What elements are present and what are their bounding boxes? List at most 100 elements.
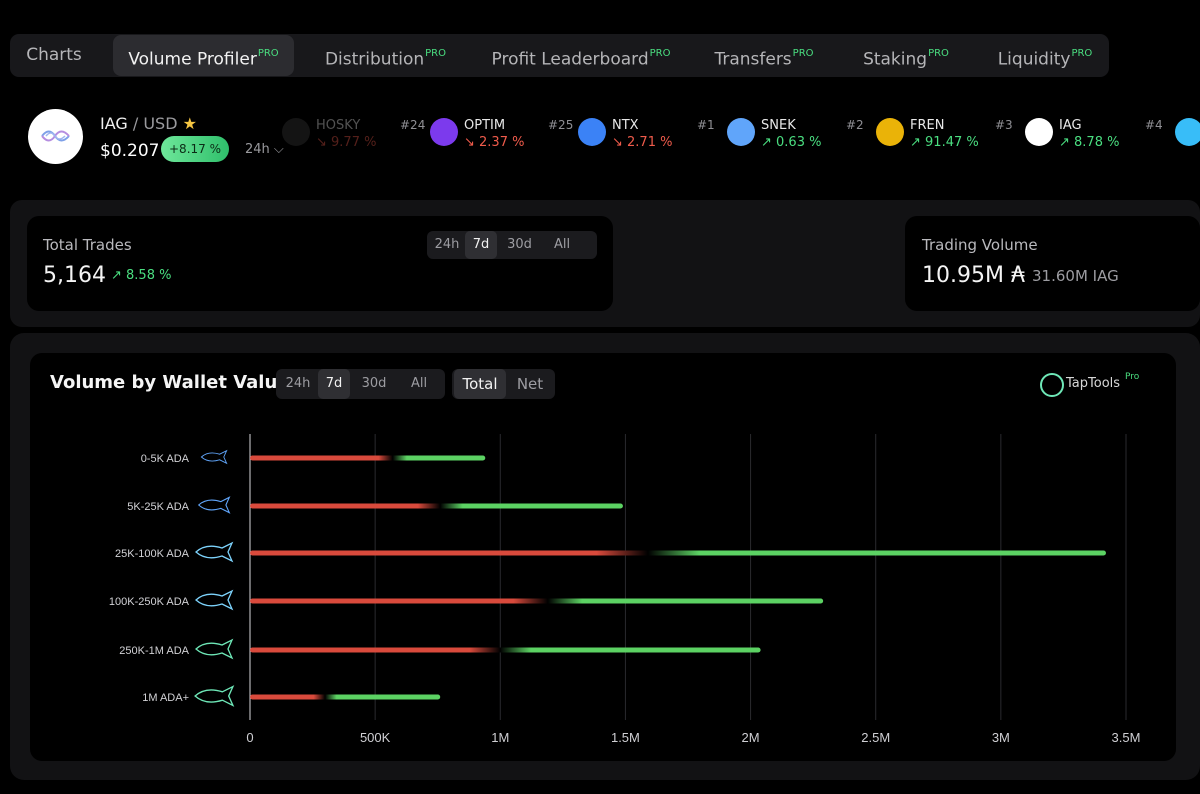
- ticker-rank: #25: [548, 118, 574, 132]
- tab-staking[interactable]: StakingPRO: [857, 34, 955, 77]
- chart-card: [30, 353, 1176, 761]
- range-option-30d[interactable]: 30d: [507, 237, 532, 252]
- tab-profit-leaderboard[interactable]: Profit LeaderboardPRO: [485, 34, 677, 77]
- token-icon: [727, 118, 755, 146]
- tab-transfers[interactable]: TransfersPRO: [709, 34, 819, 77]
- tab-label: Volume Profiler: [128, 49, 257, 70]
- x-tick-label: 2M: [742, 730, 760, 745]
- tab-label: Liquidity: [997, 49, 1071, 70]
- x-tick-label: 500K: [360, 730, 391, 745]
- y-category-label: 100K-250K ADA: [109, 596, 190, 608]
- ticker-rank: #1: [697, 118, 715, 132]
- pro-badge: PRO: [425, 48, 447, 59]
- tab-label: Charts: [26, 45, 82, 65]
- ticker-rank: #4: [1145, 118, 1163, 132]
- shrimp-icon: [200, 449, 228, 465]
- ticker-change: ↗ 91.47 %: [910, 135, 979, 150]
- x-tick-label: 3M: [992, 730, 1010, 745]
- token-icon: [876, 118, 904, 146]
- volume-bar[interactable]: [250, 647, 761, 653]
- tab-charts[interactable]: Charts: [16, 34, 92, 77]
- token-price: $0.207: [100, 141, 160, 161]
- base-symbol: IAG: [100, 114, 128, 133]
- ticker-symbol: FREN: [910, 118, 945, 133]
- volume-bar[interactable]: [250, 455, 486, 461]
- total-trades-value: 5,164: [43, 263, 106, 288]
- crab-icon: [197, 496, 231, 514]
- whale-icon: [194, 685, 235, 707]
- favorite-star-icon[interactable]: ★: [182, 114, 197, 133]
- tab-liquidity[interactable]: LiquidityPRO: [990, 34, 1100, 77]
- volume-bar[interactable]: [250, 503, 623, 509]
- pro-badge: PRO: [257, 48, 279, 59]
- token-icon: [1025, 118, 1053, 146]
- y-category-label: 25K-100K ADA: [115, 548, 190, 560]
- volume-bar[interactable]: [250, 598, 824, 604]
- total-trades-label: Total Trades: [43, 236, 132, 254]
- pro-badge: PRO: [928, 48, 949, 59]
- range-option-7d[interactable]: 7d: [318, 369, 350, 399]
- tab-label: Staking: [863, 49, 928, 70]
- taptools-pro-badge: Pro: [1125, 372, 1140, 382]
- range-option-24h[interactable]: 24h: [434, 237, 460, 252]
- trading-volume-label: Trading Volume: [922, 236, 1038, 254]
- range-option-7d[interactable]: 7d: [465, 231, 497, 259]
- ticker-symbol: IAG: [1059, 118, 1082, 133]
- ticker-symbol: OPTIM: [464, 118, 506, 133]
- y-category-label: 5K-25K ADA: [127, 501, 189, 513]
- range-option-all[interactable]: All: [553, 237, 571, 252]
- pair-name: IAG / USD ★: [100, 114, 197, 133]
- tab-label: Transfers: [714, 49, 792, 70]
- range-option-30d[interactable]: 30d: [361, 376, 387, 391]
- ticker-change: ↘ 9.77 %: [316, 135, 377, 150]
- timeframe-select[interactable]: 24h ⌵: [245, 142, 284, 157]
- token-icon: [578, 118, 606, 146]
- taptools-logo-icon: [1040, 373, 1064, 397]
- dolphin-icon: [195, 589, 234, 611]
- tab-distribution[interactable]: DistributionPRO: [318, 34, 453, 77]
- quote-symbol: USD: [143, 114, 178, 133]
- ticker-change: ↗ 0.63 %: [761, 135, 822, 150]
- volume-bar[interactable]: [250, 550, 1106, 556]
- shark-icon: [195, 638, 234, 660]
- x-tick-label: 1M: [491, 730, 509, 745]
- trading-volume-secondary: 31.60M IAG: [1032, 267, 1119, 285]
- ticker-rank: #2: [846, 118, 864, 132]
- price-change-badge: +8.17 %: [161, 136, 229, 162]
- range-option-net[interactable]: Net: [516, 375, 544, 393]
- ticker-symbol: NTX: [612, 118, 639, 133]
- x-tick-label: 3.5M: [1112, 730, 1141, 745]
- token-logo: [28, 109, 83, 164]
- ticker-change: ↗ 8.78 %: [1059, 135, 1120, 150]
- total-trades-change: ↗ 8.58 %: [111, 268, 172, 283]
- total-trades-panel: Total Trades 5,164 ↗ 8.58 % 24h 7d 30d All: [27, 216, 613, 311]
- range-option-24h[interactable]: 24h: [285, 376, 311, 391]
- pair-separator: /: [127, 114, 144, 133]
- trading-volume-value: 10.95M ₳: [922, 263, 1025, 288]
- x-tick-label: 0: [246, 730, 253, 745]
- x-tick-label: 2.5M: [861, 730, 890, 745]
- tab-volume-profiler[interactable]: Volume ProfilerPRO: [113, 35, 294, 76]
- chart-title: Volume by Wallet Value: [50, 372, 290, 393]
- ticker-rank: #24: [400, 118, 426, 132]
- token-icon: [282, 118, 310, 146]
- chart-mode-selector: Total Net: [452, 369, 555, 399]
- ticker-change: ↘ 2.37 %: [464, 135, 525, 150]
- y-category-label: 1M ADA+: [142, 692, 189, 704]
- taptools-brand: TapTools: [1066, 376, 1121, 391]
- token-icon: [430, 118, 458, 146]
- y-category-label: 0-5K ADA: [141, 453, 190, 465]
- range-option-total[interactable]: Total: [454, 369, 506, 399]
- pro-badge: PRO: [649, 48, 671, 59]
- tab-label: Distribution: [324, 49, 425, 70]
- volume-bar[interactable]: [250, 694, 441, 700]
- y-category-label: 250K-1M ADA: [119, 645, 189, 657]
- tab-label: Profit Leaderboard: [491, 49, 649, 70]
- ticker-change: ↘ 2.71 %: [612, 135, 673, 150]
- pro-badge: PRO: [792, 48, 814, 59]
- x-tick-label: 1.5M: [611, 730, 640, 745]
- chart-range-selector: 24h 7d 30d All: [276, 369, 445, 399]
- range-option-all[interactable]: All: [410, 376, 428, 391]
- token-icon: [1175, 118, 1200, 146]
